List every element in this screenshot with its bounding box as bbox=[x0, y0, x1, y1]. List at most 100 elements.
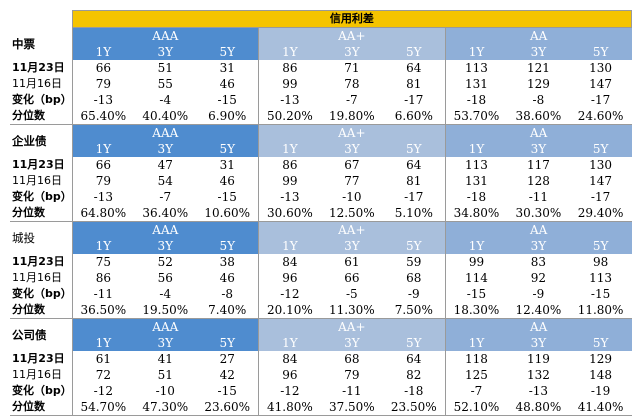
value-cell: 61 bbox=[344, 255, 360, 269]
value-cell: 5.10% bbox=[382, 205, 446, 222]
value-cell: 64 bbox=[406, 158, 422, 172]
tenor-header: 1Y bbox=[72, 141, 135, 157]
tenor-header: 3Y bbox=[320, 141, 383, 157]
value-cell: 78 bbox=[344, 77, 360, 91]
value-cell: -17 bbox=[590, 93, 611, 107]
tenor-header: 1Y bbox=[258, 335, 321, 351]
value-cell: 96 bbox=[258, 270, 321, 286]
tenor-header: 3Y bbox=[320, 238, 383, 254]
tenor-header: 3Y bbox=[507, 238, 570, 254]
value-cell: 34.80% bbox=[444, 205, 508, 222]
table-row: 11月16日 79 54 46 99 77 81 131 128 147 bbox=[10, 173, 632, 189]
value-cell: 46 bbox=[219, 271, 235, 285]
value-cell: 130 bbox=[589, 61, 613, 75]
rating-group-header: AAA bbox=[72, 221, 259, 238]
value-cell: 12.50% bbox=[320, 205, 383, 222]
value-cell: -4 bbox=[159, 93, 172, 107]
value-cell: 86 bbox=[258, 157, 321, 173]
tenor-header: 3Y bbox=[320, 44, 383, 60]
tenor-header: 3Y bbox=[507, 335, 570, 351]
tenor-header: 5Y bbox=[196, 44, 259, 60]
tenor-header: 5Y bbox=[569, 141, 632, 157]
value-cell: 55 bbox=[157, 77, 173, 91]
value-cell: -10 bbox=[155, 384, 175, 398]
value-cell: 18.30% bbox=[444, 302, 508, 319]
table-row: 11月16日 79 55 46 99 78 81 131 129 147 bbox=[10, 76, 632, 92]
value-cell: 50.20% bbox=[258, 108, 321, 125]
value-cell: -13 bbox=[93, 190, 113, 204]
value-cell: 41.40% bbox=[569, 399, 632, 416]
tenor-header: 5Y bbox=[382, 238, 446, 254]
table-row: 变化（bp） -11 -4 -8 -12 -5 -9 -15 -9 -15 bbox=[10, 286, 632, 302]
value-cell: 51 bbox=[157, 368, 173, 382]
value-cell: 6.60% bbox=[382, 108, 446, 125]
tenor-header: 1Y bbox=[444, 44, 508, 60]
value-cell: 83 bbox=[530, 255, 547, 269]
value-cell: -11 bbox=[528, 190, 549, 204]
value-cell: -5 bbox=[345, 287, 358, 301]
value-cell: 27 bbox=[219, 352, 235, 366]
value-cell: 147 bbox=[589, 174, 613, 188]
value-cell: 31 bbox=[219, 61, 235, 75]
value-cell: 46 bbox=[219, 174, 235, 188]
value-cell: 79 bbox=[344, 368, 360, 382]
value-cell: -18 bbox=[444, 189, 508, 205]
value-cell: 61 bbox=[95, 352, 111, 366]
value-cell: 46 bbox=[219, 77, 235, 91]
value-cell: 68 bbox=[344, 352, 360, 366]
value-cell: 42 bbox=[219, 368, 235, 382]
table-row: 分位数 54.70% 47.30% 23.60% 41.80% 37.50% 23.50% 5… bbox=[10, 399, 632, 416]
row-label: 变化（bp） bbox=[10, 286, 73, 302]
table-row: 11月23日 66 47 31 86 67 64 113 117 130 bbox=[10, 157, 632, 173]
row-label: 分位数 bbox=[10, 302, 73, 319]
value-cell: 47 bbox=[157, 158, 173, 172]
value-cell: 92 bbox=[530, 271, 547, 285]
value-cell: 54 bbox=[157, 174, 173, 188]
value-cell: -8 bbox=[221, 287, 234, 301]
value-cell: 36.50% bbox=[72, 302, 135, 319]
value-cell: 68 bbox=[406, 271, 422, 285]
tenor-header: 5Y bbox=[196, 141, 259, 157]
row-label: 变化（bp） bbox=[10, 92, 73, 108]
credit-spread-table: 信用利差 中票 AAA AA+ AA 1Y 3Y 5Y 1Y 3Y 5Y 1Y 3Y 5Y 11月23日 6… bbox=[10, 10, 633, 416]
value-cell: -17 bbox=[404, 93, 424, 107]
value-cell: 30.60% bbox=[258, 205, 321, 222]
tenor-header: 3Y bbox=[134, 335, 197, 351]
row-label: 11月23日 bbox=[10, 157, 73, 173]
tenor-row: 1Y 3Y 5Y 1Y 3Y 5Y 1Y 3Y 5Y bbox=[10, 44, 632, 60]
value-cell: 23.50% bbox=[382, 399, 446, 416]
value-cell: 10.60% bbox=[196, 205, 259, 222]
value-cell: 71 bbox=[344, 61, 360, 75]
value-cell: -18 bbox=[404, 384, 424, 398]
table-row: 11月23日 61 41 27 84 68 64 118 119 129 bbox=[10, 351, 632, 367]
value-cell: 67 bbox=[344, 158, 360, 172]
value-cell: 81 bbox=[406, 77, 422, 91]
row-label: 11月23日 bbox=[10, 351, 73, 367]
value-cell: 31 bbox=[219, 158, 235, 172]
table-row: 11月16日 86 56 46 96 66 68 114 92 113 bbox=[10, 270, 632, 286]
tenor-header: 1Y bbox=[444, 141, 508, 157]
row-label: 变化（bp） bbox=[10, 383, 73, 399]
value-cell: 96 bbox=[258, 367, 321, 383]
value-cell: 118 bbox=[444, 351, 508, 367]
tenor-header: 5Y bbox=[569, 238, 632, 254]
tenor-header: 1Y bbox=[258, 44, 321, 60]
rating-group-header: AA bbox=[444, 221, 632, 238]
value-cell: 99 bbox=[258, 173, 321, 189]
value-cell: 99 bbox=[444, 254, 508, 270]
value-cell: -13 bbox=[258, 189, 321, 205]
value-cell: 86 bbox=[95, 271, 111, 285]
value-cell: -7 bbox=[345, 93, 358, 107]
value-cell: 64.80% bbox=[72, 205, 135, 222]
table-title: 信用利差 bbox=[71, 10, 633, 28]
tenor-header: 1Y bbox=[72, 44, 135, 60]
value-cell: -15 bbox=[217, 93, 237, 107]
table-row: 11月23日 75 52 38 84 61 59 99 83 98 bbox=[10, 254, 632, 270]
value-cell: 20.10% bbox=[258, 302, 321, 319]
tenor-header: 3Y bbox=[134, 238, 197, 254]
value-cell: 128 bbox=[526, 174, 550, 188]
section-header-row: 城投 AAA AA+ AA bbox=[10, 221, 632, 254]
row-label: 变化（bp） bbox=[10, 189, 73, 205]
value-cell: 36.40% bbox=[134, 205, 197, 222]
value-cell: 113 bbox=[444, 60, 508, 76]
